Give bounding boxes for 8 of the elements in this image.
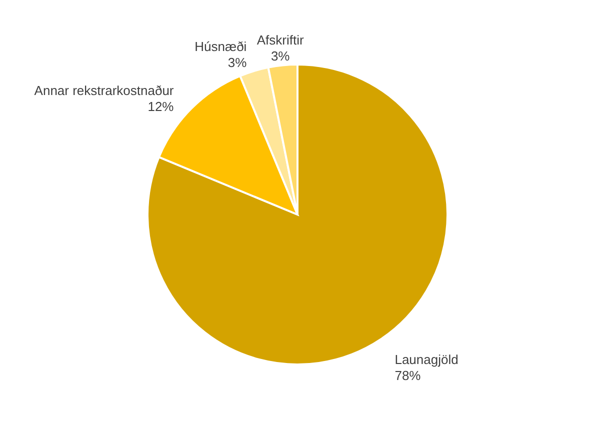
- slice-label: Launagjöld: [394, 352, 458, 368]
- data-label: 78%: [394, 368, 422, 384]
- data-label: 12%: [148, 98, 174, 114]
- data-label: 3%: [270, 48, 290, 64]
- slice-label: Annar rekstrarkostnaður: [34, 82, 174, 98]
- slice-label: Húsnæði: [194, 39, 247, 54]
- slice-label: Afskriftir: [256, 32, 304, 48]
- data-label: 3%: [228, 55, 248, 70]
